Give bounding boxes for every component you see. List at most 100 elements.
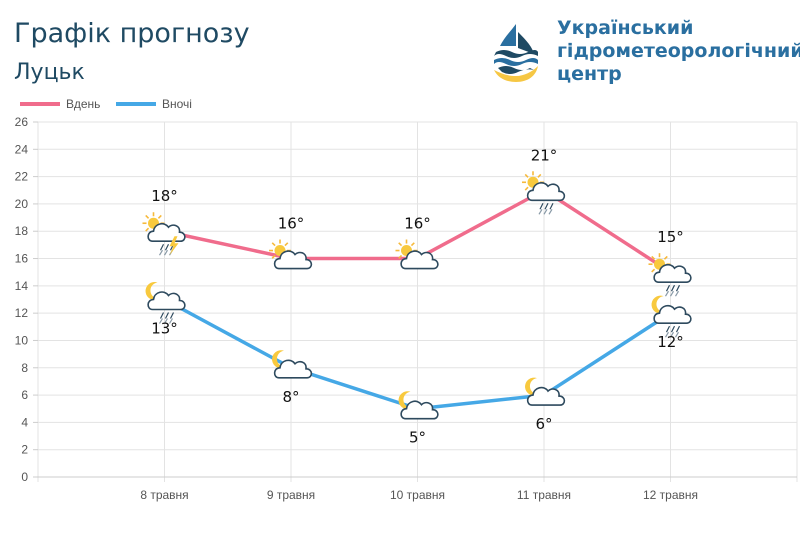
- data-label: 18°: [151, 187, 178, 205]
- y-tick-label: 0: [21, 470, 28, 484]
- rain-drop: [539, 203, 544, 210]
- rain-drop: [669, 331, 675, 338]
- moon-shape: [272, 350, 286, 369]
- rain-drop: [163, 318, 169, 324]
- chart-labels: 18° 16° 16° 21° 15° 13° 8° 5° 6° 12°: [151, 146, 684, 446]
- sun-ray: [651, 268, 656, 273]
- data-label: 12°: [657, 333, 684, 351]
- data-label: 8°: [282, 388, 299, 406]
- rain-drop: [168, 318, 174, 324]
- cloud-shape: [653, 263, 692, 283]
- y-tick-label: 10: [15, 333, 29, 347]
- rain-drop: [544, 203, 549, 210]
- y-tick-label: 12: [15, 306, 29, 320]
- org-line: Український: [557, 17, 694, 39]
- y-tick-label: 22: [15, 170, 29, 184]
- sun-ray: [145, 214, 150, 219]
- sun-ray: [271, 254, 276, 259]
- rain-drop: [159, 243, 165, 251]
- sun-cloud-rain-lightning-icon: [142, 212, 186, 256]
- cloud-shape: [653, 304, 692, 324]
- moon-shape: [145, 281, 160, 300]
- rain-drop: [664, 290, 670, 297]
- data-label: 6°: [535, 415, 552, 433]
- rain-drop: [538, 208, 543, 215]
- y-tick-label: 18: [15, 224, 29, 238]
- sun-ray: [651, 255, 656, 260]
- data-label: 15°: [657, 228, 684, 246]
- org-line: центр: [557, 63, 622, 85]
- rain-drop: [674, 290, 680, 297]
- x-tick-label: 10 травня: [390, 488, 445, 502]
- rain-drop: [665, 284, 671, 292]
- data-label: 16°: [278, 215, 305, 233]
- rain-drop: [159, 312, 165, 319]
- rain-drop: [670, 325, 676, 333]
- chart-legend: Вдень Вночі: [20, 97, 192, 111]
- sun-ray: [398, 254, 403, 259]
- rain-drop: [543, 208, 548, 215]
- rain-drop: [674, 331, 680, 338]
- moon-cloud-rain-icon: [145, 281, 186, 324]
- cloud-shape: [400, 250, 439, 270]
- y-tick-label: 16: [15, 252, 29, 266]
- cloud-shape: [273, 359, 313, 379]
- moon-cloud-icon: [272, 350, 313, 379]
- cloud-shape: [147, 291, 186, 311]
- rain-drop: [549, 203, 554, 210]
- org-line: гідрометеорологічний: [557, 40, 800, 62]
- y-tick-label: 24: [15, 142, 29, 156]
- page-title: Графік прогнозу: [14, 18, 250, 49]
- moon-shape: [398, 391, 413, 410]
- lightning-bolt: [169, 236, 179, 256]
- sun-ray: [398, 242, 403, 247]
- sun-ray: [524, 186, 529, 191]
- sun-ray: [663, 255, 668, 260]
- rain-drop: [169, 312, 175, 319]
- chart-icons: [142, 171, 692, 420]
- x-tick-label: 12 травня: [643, 488, 698, 502]
- rain-drop: [158, 318, 164, 324]
- moon-shape: [525, 377, 539, 396]
- rain-drop: [164, 312, 170, 319]
- moon-cloud-rain-icon: [651, 295, 692, 338]
- cloud-shape: [400, 400, 439, 420]
- sun-ray: [157, 214, 162, 219]
- data-label: 13°: [151, 320, 178, 338]
- rain-drop: [163, 249, 169, 256]
- sun-ray: [145, 227, 150, 232]
- x-tick-label: 11 травня: [517, 488, 571, 502]
- rain-drop: [675, 325, 681, 333]
- rain-drop: [665, 325, 671, 333]
- rain-drop: [158, 249, 164, 256]
- y-tick-label: 8: [21, 361, 28, 375]
- hydromet-logo-icon: [494, 24, 538, 82]
- sun-cloud-rain-icon: [648, 253, 692, 297]
- rain-drop: [670, 284, 676, 292]
- x-tick-label: 9 травня: [267, 488, 315, 502]
- sun-cloud-rain-icon: [522, 171, 566, 215]
- sun-cloud-icon: [269, 239, 313, 270]
- moon-cloud-icon: [398, 391, 439, 420]
- y-tick-label: 6: [21, 388, 28, 402]
- y-tick-label: 2: [21, 443, 28, 457]
- moon-shape: [651, 295, 666, 314]
- sun-ray: [537, 173, 542, 178]
- rain-drop: [164, 243, 170, 251]
- cloud-shape: [526, 181, 566, 202]
- sun-ray: [271, 242, 276, 247]
- legend-label: Вдень: [66, 97, 100, 111]
- sun-ray: [284, 242, 289, 247]
- rain-drop: [675, 284, 681, 292]
- rain-drop: [548, 208, 553, 215]
- moon-cloud-icon: [525, 377, 566, 406]
- sun-cloud-icon: [395, 239, 439, 270]
- y-tick-label: 20: [15, 197, 29, 211]
- organization-name: Український гідрометеорологічний центр: [557, 17, 800, 86]
- y-tick-label: 4: [21, 415, 28, 429]
- cloud-shape: [526, 386, 566, 406]
- sun-ray: [410, 242, 415, 247]
- rain-drop: [664, 331, 670, 338]
- y-tick-label: 26: [15, 115, 29, 129]
